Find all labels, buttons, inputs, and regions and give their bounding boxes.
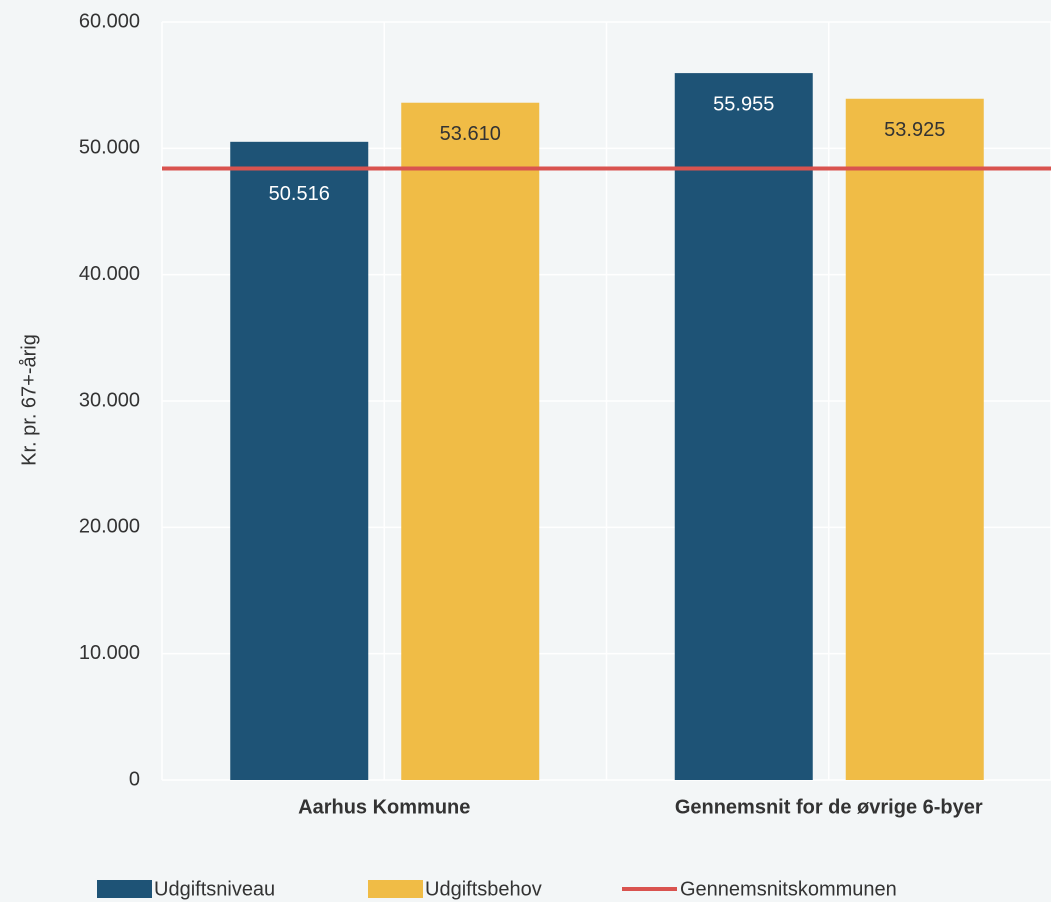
y-tick-label: 30.000 [79, 389, 140, 411]
y-axis-label: Kr. pr. 67+-årig [18, 334, 40, 466]
legend-label: Udgiftsniveau [154, 878, 275, 900]
legend-swatch [97, 880, 152, 898]
bar [401, 102, 540, 781]
legend-label: Gennemsnitskommunen [680, 878, 897, 900]
y-tick-label: 20.000 [79, 516, 140, 538]
data-label: 55.955 [713, 93, 774, 115]
x-tick-label: Gennemsnit for de øvrige 6-byer [675, 796, 983, 818]
data-label: 50.516 [269, 183, 330, 205]
legend-swatch [368, 880, 423, 898]
y-tick-label: 0 [129, 768, 140, 790]
bar [674, 73, 813, 781]
x-tick-label: Aarhus Kommune [298, 796, 470, 818]
bar [230, 141, 369, 781]
data-label: 53.925 [884, 119, 945, 141]
data-label: 53.610 [440, 123, 501, 145]
y-tick-label: 40.000 [79, 263, 140, 285]
bar [845, 98, 984, 780]
y-tick-label: 10.000 [79, 642, 140, 664]
y-tick-label: 50.000 [79, 137, 140, 159]
legend-label: Udgiftsbehov [425, 878, 542, 900]
y-tick-label: 60.000 [79, 10, 140, 32]
